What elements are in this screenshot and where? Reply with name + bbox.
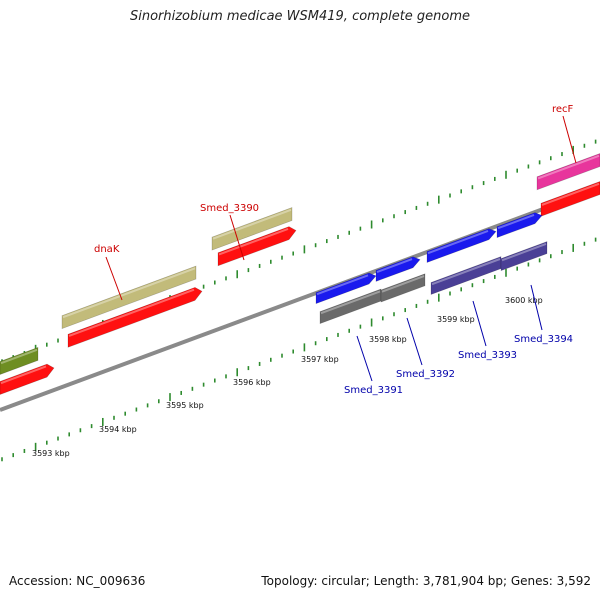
cds-block-smed3393-highlight xyxy=(431,258,501,286)
kbp-label-3593: 3593 kbp xyxy=(32,449,70,458)
cds-block-olive-highlight xyxy=(0,365,47,385)
gene-leader-recf xyxy=(562,115,577,164)
gene-leader-smed3394 xyxy=(530,284,543,331)
gene-block-smed3393 xyxy=(426,228,497,263)
gene-leader-dnak xyxy=(105,256,123,301)
kbp-label-3600: 3600 kbp xyxy=(505,296,543,305)
cds-block-olive xyxy=(0,363,55,395)
cds-block-smed3392-highlight xyxy=(381,275,425,293)
gene-leader-smed3392 xyxy=(406,317,423,366)
cds-block-smed3394-highlight xyxy=(501,243,547,262)
gene-block-smed3391-highlight xyxy=(316,274,369,296)
gene-label-smed3393: Smed_3393 xyxy=(458,350,517,361)
cds-block-recf xyxy=(540,181,600,217)
topology-summary: Topology: circular; Length: 3,781,904 bp… xyxy=(261,574,591,588)
gene-block-recf xyxy=(536,153,600,191)
feature-tracks xyxy=(0,153,600,395)
cds-block-smed3392 xyxy=(380,273,426,303)
gene-label-smed3391: Smed_3391 xyxy=(344,385,403,396)
gene-label-smed3394: Smed_3394 xyxy=(514,334,573,345)
gene-block-smed3394-highlight xyxy=(497,213,535,230)
gene-leader-smed3390 xyxy=(229,214,245,261)
gene-block-smed3393-highlight xyxy=(427,230,489,255)
cds-block-smed3391-highlight xyxy=(320,290,381,315)
gene-label-recf: recF xyxy=(552,104,574,115)
gene-block-smed3391 xyxy=(315,272,377,305)
cds-block-smed3390-highlight xyxy=(218,228,289,256)
genome-backbone xyxy=(0,186,600,412)
gene-label-dnak: dnaK xyxy=(94,244,120,255)
kbp-label-3597: 3597 kbp xyxy=(301,355,339,364)
gene-block-dnak-highlight xyxy=(62,267,196,319)
cds-block-recf-highlight xyxy=(541,182,600,206)
cds-block-smed3390 xyxy=(217,226,297,267)
gene-block-smed3390-highlight xyxy=(212,208,292,240)
backbone-line xyxy=(0,186,600,412)
cds-block-smed3394 xyxy=(500,241,548,272)
kbp-label-3595: 3595 kbp xyxy=(166,401,204,410)
inner-tick-track xyxy=(1,237,597,462)
kbp-label-3599: 3599 kbp xyxy=(437,315,475,324)
kbp-label-3598: 3598 kbp xyxy=(369,335,407,344)
gene-block-smed3392-highlight xyxy=(376,258,413,273)
gene-block-olive xyxy=(0,346,39,375)
kbp-label-3594: 3594 kbp xyxy=(99,425,137,434)
gene-block-olive-highlight xyxy=(0,348,38,365)
gene-label-smed3390: Smed_3390 xyxy=(200,203,259,214)
gene-labels: dnaKSmed_3390recFSmed_3391Smed_3392Smed_… xyxy=(94,104,577,396)
gene-leader-smed3391 xyxy=(356,335,373,382)
cds-block-dnak-highlight xyxy=(68,288,195,337)
gene-block-dnak xyxy=(61,265,197,330)
gene-label-smed3392: Smed_3392 xyxy=(396,369,455,380)
gene-block-smed3390 xyxy=(211,207,293,251)
gene-leader-smed3393 xyxy=(472,300,487,347)
kbp-labels: 3593 kbp 3594 kbp 3595 kbp 3596 kbp 3597 kbp… xyxy=(32,296,543,458)
gene-block-smed3392 xyxy=(375,256,421,282)
kbp-label-3596: 3596 kbp xyxy=(233,378,271,387)
gene-block-smed3394 xyxy=(496,212,543,239)
accession-text: Accession: NC_009636 xyxy=(9,574,146,588)
gene-block-recf-highlight xyxy=(537,154,600,180)
map-title: Sinorhizobium medicae WSM419, complete g… xyxy=(129,9,471,24)
cds-block-dnak xyxy=(67,287,203,348)
